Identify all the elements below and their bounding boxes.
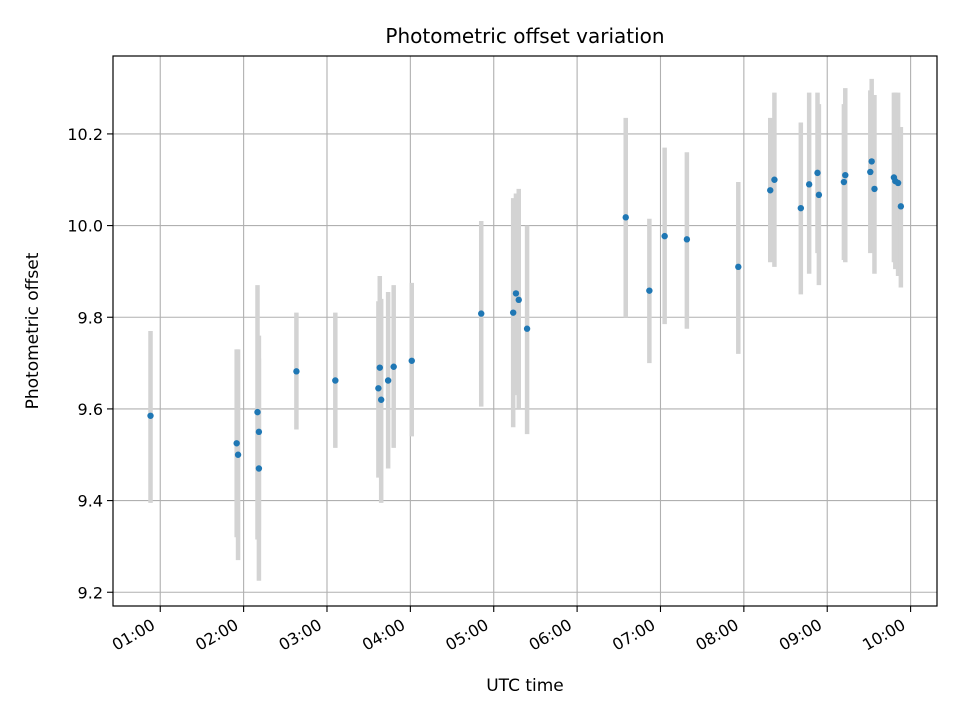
data-point (735, 263, 742, 271)
data-point (523, 325, 531, 332)
data-point (842, 171, 849, 179)
data-point (897, 203, 905, 210)
data-point (894, 179, 902, 187)
x-axis-title: UTC time (486, 676, 564, 696)
data-point (840, 178, 848, 186)
data-point (234, 451, 242, 458)
data-point (871, 185, 878, 193)
data-point (254, 408, 261, 416)
data-point (767, 187, 774, 194)
data-point (661, 232, 668, 240)
data-point (255, 428, 263, 436)
y-tick-label: 9.8 (78, 308, 103, 327)
data-point (478, 310, 485, 317)
data-point (683, 236, 691, 243)
data-points (147, 158, 905, 472)
data-point (868, 158, 875, 165)
data-point (515, 296, 522, 304)
data-point (622, 214, 629, 221)
data-point (646, 287, 653, 294)
data-point (408, 357, 415, 364)
plot-area-frame (112, 55, 938, 607)
y-tick-label: 9.2 (78, 583, 103, 602)
chart-title: Photometric offset variation (385, 24, 664, 48)
data-point (805, 181, 813, 188)
y-tick-label: 10.0 (67, 217, 103, 236)
data-point (797, 204, 805, 212)
y-tick-label: 10.2 (67, 125, 103, 144)
data-point (147, 412, 154, 419)
y-axis-title: Photometric offset (23, 252, 43, 409)
data-point (390, 363, 397, 370)
data-point (375, 385, 382, 392)
y-tick-label: 9.6 (78, 400, 103, 419)
data-point (255, 465, 263, 472)
data-point (376, 364, 383, 371)
data-point (509, 309, 517, 316)
data-point (293, 368, 300, 375)
data-point (815, 191, 823, 199)
data-point (377, 396, 385, 403)
data-point (233, 440, 240, 447)
y-tick-label: 9.4 (78, 492, 103, 511)
data-point (771, 176, 778, 183)
data-point (814, 169, 821, 177)
data-point (867, 168, 874, 176)
data-point (332, 377, 339, 384)
data-point (384, 377, 392, 384)
data-point (512, 290, 520, 297)
